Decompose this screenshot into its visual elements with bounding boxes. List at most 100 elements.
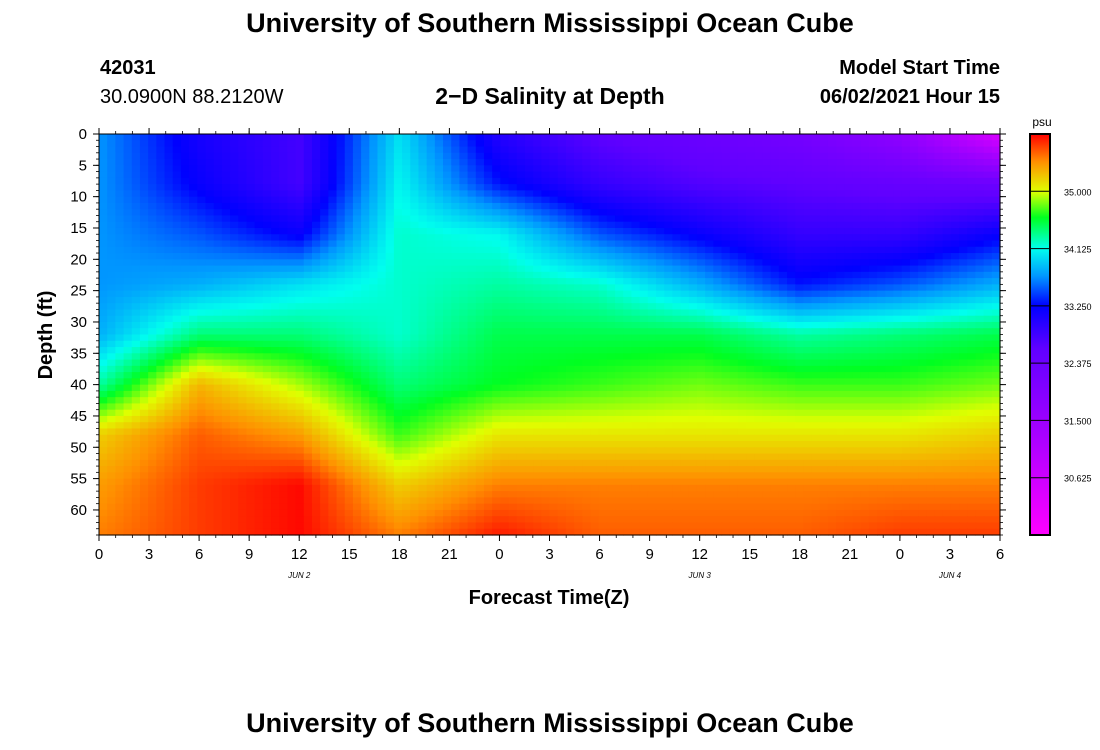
heatmap-cell (402, 134, 411, 141)
heatmap-cell (623, 146, 633, 154)
heatmap-cell (475, 190, 485, 198)
heatmap-cell (271, 184, 280, 191)
heatmap-cell (393, 409, 403, 417)
heatmap-cell (721, 202, 731, 210)
heatmap-cell (582, 290, 592, 298)
heatmap-cell (721, 390, 731, 398)
heatmap-cell (934, 409, 944, 417)
heatmap-cell (213, 253, 223, 260)
heatmap-cell (770, 159, 780, 166)
heatmap-cell (385, 152, 395, 160)
heatmap-cell (197, 415, 207, 423)
heatmap-cell (787, 409, 796, 417)
heatmap-cell (696, 190, 706, 198)
heatmap-cell (959, 359, 968, 367)
heatmap-cell (221, 390, 231, 398)
heatmap-cell (967, 403, 977, 411)
heatmap-cell (418, 159, 428, 166)
heatmap-cell (279, 278, 288, 285)
heatmap-cell (983, 190, 993, 198)
heatmap-cell (148, 140, 157, 148)
heatmap-cell (557, 397, 567, 405)
heatmap-cell (901, 365, 911, 373)
heatmap-cell (967, 372, 977, 379)
heatmap-cell (762, 372, 772, 379)
heatmap-cell (533, 303, 542, 311)
heatmap-cell (844, 334, 854, 342)
heatmap-cell (213, 146, 223, 154)
heatmap-cell (615, 378, 624, 386)
heatmap-cell (107, 202, 116, 210)
heatmap-cell (926, 259, 936, 267)
heatmap-cell (541, 372, 551, 379)
heatmap-cell (672, 397, 682, 405)
heatmap-cell (230, 340, 239, 348)
heatmap-cell (680, 397, 690, 405)
heatmap-cell (615, 271, 624, 279)
heatmap-cell (672, 234, 682, 242)
heatmap-cell (410, 190, 420, 198)
heatmap-cell (754, 409, 764, 417)
heatmap-cell (623, 309, 633, 317)
heatmap-cell (819, 315, 829, 323)
heatmap-cell (533, 171, 542, 179)
heatmap-cell (369, 221, 379, 229)
heatmap-cell (213, 415, 223, 423)
heatmap-cell (918, 365, 927, 373)
heatmap-cell (598, 397, 608, 405)
heatmap-cell (713, 390, 723, 398)
heatmap-cell (901, 240, 911, 248)
heatmap-cell (156, 202, 166, 210)
heatmap-cell (926, 134, 936, 141)
heatmap-cell (483, 134, 493, 141)
heatmap-cell (115, 196, 125, 204)
heatmap-cell (983, 347, 993, 354)
heatmap-cell (574, 271, 583, 279)
heatmap-cell (410, 278, 420, 285)
heatmap-cell (950, 290, 960, 298)
heatmap-cell (574, 328, 583, 336)
heatmap-cell (582, 140, 592, 148)
heatmap-cell (287, 159, 297, 166)
heatmap-cell (606, 328, 616, 336)
heatmap-cell (123, 184, 133, 191)
heatmap-cell (107, 321, 116, 329)
heatmap-cell (737, 347, 747, 354)
heatmap-cell (647, 347, 657, 354)
heatmap-cell (410, 196, 420, 204)
heatmap-cell (787, 321, 796, 329)
heatmap-cell (369, 177, 379, 185)
heatmap-cell (295, 409, 305, 417)
heatmap-cell (754, 353, 764, 361)
heatmap-cell (254, 227, 264, 235)
heatmap-cell (672, 152, 682, 160)
heatmap-cell (639, 171, 649, 179)
heatmap-cell (533, 265, 542, 273)
heatmap-cell (877, 390, 886, 398)
heatmap-cell (295, 365, 305, 373)
heatmap-cell (361, 403, 370, 411)
heatmap-cell (410, 159, 420, 166)
heatmap-cell (901, 284, 911, 292)
heatmap-cell (754, 165, 764, 173)
heatmap-cell (860, 271, 870, 279)
heatmap-cell (705, 196, 714, 204)
heatmap-cell (336, 265, 346, 273)
heatmap-cell (860, 152, 870, 160)
heatmap-cell (115, 190, 125, 198)
heatmap-cell (868, 353, 878, 361)
heatmap-cell (352, 321, 362, 329)
heatmap-cell (615, 372, 624, 379)
heatmap-cell (893, 190, 903, 198)
heatmap-cell (877, 353, 886, 361)
heatmap-cell (254, 171, 264, 179)
heatmap-cell (787, 290, 796, 298)
heatmap-cell (877, 403, 886, 411)
heatmap-cell (770, 265, 780, 273)
heatmap-cell (901, 196, 911, 204)
heatmap-cell (836, 303, 845, 311)
heatmap-cell (926, 378, 936, 386)
heatmap-cell (893, 159, 903, 166)
heatmap-cell (991, 303, 1001, 311)
heatmap-cell (320, 340, 329, 348)
